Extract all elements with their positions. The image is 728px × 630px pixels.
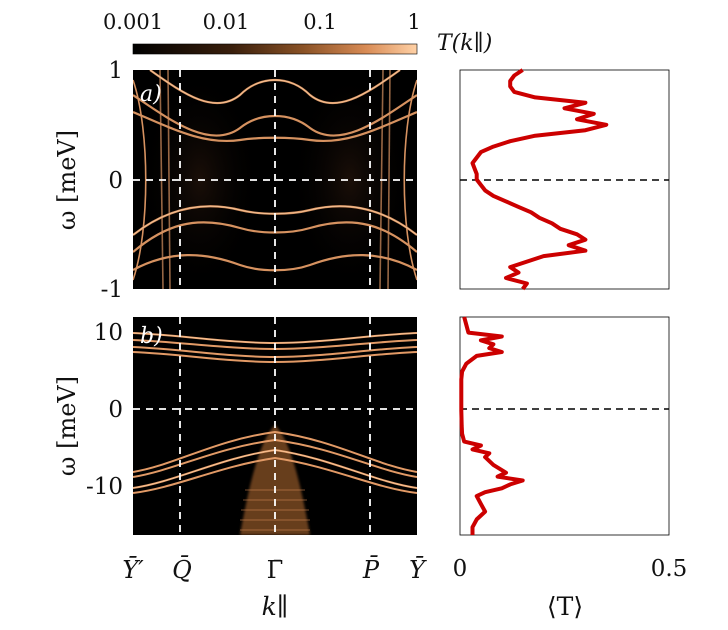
colorbar: 0.001 0.01 0.1 1 T(k∥) (103, 10, 492, 56)
x-tick-gamma: Γ̄ (267, 556, 284, 584)
avg-tick-0-5: 0.5 (651, 556, 688, 582)
line-plot-a (459, 68, 670, 291)
y-tick-b-bottom: -10 (86, 474, 123, 500)
panel-label-b: b) (140, 324, 163, 349)
series-line-b (459, 316, 525, 535)
heatmap-a: a) 1 0 -1 ω [meV] (53, 58, 417, 303)
x-tick-p: P̄ (362, 556, 380, 584)
line-plot-a-frame (459, 69, 670, 290)
colorbar-tick-0: 0.001 (103, 10, 163, 34)
colorbar-gradient (132, 43, 418, 55)
y-tick-a-mid: 0 (108, 168, 123, 194)
heatmap-b-guides (133, 317, 417, 535)
y-label-b: ω [meV] (53, 376, 81, 476)
colorbar-tick-2: 0.1 (303, 10, 336, 34)
line-plot-b (459, 316, 670, 536)
colorbar-label: T(k∥) (437, 31, 492, 56)
y-tick-a-top: 1 (108, 58, 123, 84)
y-tick-a-bottom: -1 (101, 277, 123, 303)
y-tick-b-top: 10 (94, 320, 123, 346)
x-tick-y: Ȳ (409, 556, 427, 584)
y-label-a: ω [meV] (53, 130, 81, 230)
y-tick-b-mid: 0 (108, 397, 123, 423)
colorbar-tick-1: 0.01 (203, 10, 250, 34)
x-axis-label: k∥ (262, 592, 289, 621)
x-tick-q: Q̄ (172, 556, 192, 584)
panel-label-a: a) (140, 82, 162, 107)
colorbar-tick-3: 1 (407, 10, 420, 34)
heatmap-b: b) 10 0 -10 ω [meV] (53, 317, 417, 535)
x-axis-average: 0 0.5 ⟨T⟩ (453, 556, 688, 621)
series-line-a (470, 68, 609, 291)
avg-axis-label: ⟨T⟩ (547, 592, 583, 621)
avg-tick-0: 0 (453, 556, 468, 582)
heatmap-a-guides (133, 70, 417, 289)
x-tick-y-prime: Ȳ′ (122, 556, 144, 584)
x-axis-heatmap: Ȳ′ Q̄ Γ̄ P̄ Ȳ k∥ (122, 556, 427, 621)
